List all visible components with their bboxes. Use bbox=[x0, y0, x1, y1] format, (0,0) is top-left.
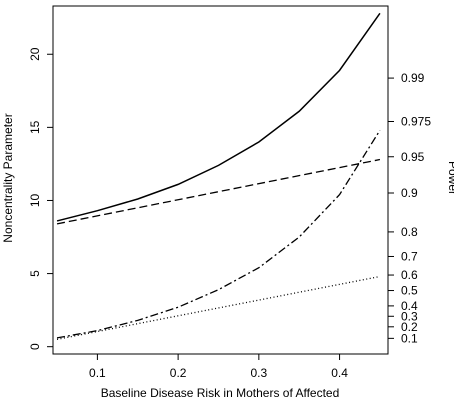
y2-axis-label: Power bbox=[446, 161, 454, 195]
y-axis-label: Noncentrality Parameter bbox=[1, 113, 15, 242]
power-tick-label: 0.4 bbox=[401, 299, 418, 313]
series-line-dashdot bbox=[56, 129, 381, 339]
power-tick-label: 0.3 bbox=[401, 309, 418, 323]
power-tick-label: 0.99 bbox=[401, 71, 425, 85]
power-tick-label: 0.8 bbox=[401, 225, 418, 239]
y-axis-right-power: 0.10.20.30.40.5 0.6 0.7 0.8 0.9 0.95 0.975 0.99 bbox=[388, 71, 431, 345]
power-tick-label: 0.95 bbox=[401, 150, 425, 164]
x-axis-label: Baseline Disease Risk in Mothers of Affe… bbox=[101, 386, 340, 400]
power-tick-label: 0.975 bbox=[401, 115, 431, 129]
y-tick-label: 20 bbox=[28, 47, 42, 61]
y-tick-label: 15 bbox=[28, 120, 42, 134]
x-tick-label: 0.3 bbox=[250, 366, 267, 380]
series-line-solid bbox=[56, 12, 381, 222]
y-tick-label: 10 bbox=[28, 193, 42, 207]
x-tick-label: 0.1 bbox=[89, 366, 106, 380]
x-tick-label: 0.4 bbox=[331, 366, 348, 380]
power-tick-label: 0.9 bbox=[401, 186, 418, 200]
power-tick-label: 0.5 bbox=[401, 284, 418, 298]
x-tick-label: 0.2 bbox=[170, 366, 187, 380]
power-tick-label: 0.2 bbox=[401, 320, 418, 334]
series-line-dashed bbox=[56, 158, 381, 225]
y-tick-label: 0 bbox=[28, 343, 42, 350]
power-tick-label: 0.6 bbox=[401, 268, 418, 282]
y-axis-left: 0 5 10 15 20 bbox=[28, 47, 53, 350]
power-tick-label: 0.1 bbox=[401, 331, 418, 345]
y-tick-label: 5 bbox=[28, 270, 42, 277]
series-line-dotted bbox=[56, 275, 381, 341]
x-axis: 0.1 0.2 0.3 0.4 bbox=[89, 354, 348, 380]
power-tick-label: 0.7 bbox=[401, 249, 418, 263]
series-layer bbox=[56, 12, 381, 341]
plot-frame bbox=[52, 5, 389, 355]
